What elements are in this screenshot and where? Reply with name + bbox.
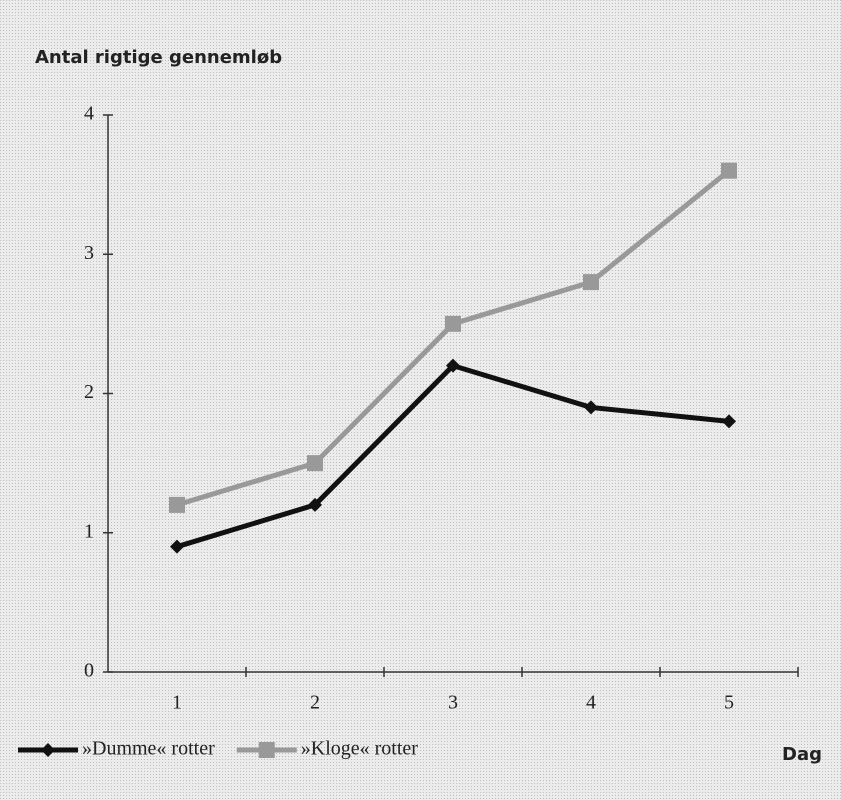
marker — [308, 497, 322, 512]
marker — [169, 496, 185, 513]
legend-label: »Dumme« rotter — [82, 738, 215, 760]
marker — [583, 274, 599, 291]
y-tick-label: 0 — [84, 660, 94, 682]
legend-label: »Kloge« rotter — [301, 738, 419, 760]
legend-marker — [41, 743, 55, 757]
x-tick-label: 1 — [172, 692, 182, 714]
legend-marker — [258, 742, 275, 758]
marker — [722, 414, 736, 429]
marker — [446, 358, 460, 373]
x-axis-label: Dag — [782, 744, 822, 765]
y-tick-label: 3 — [84, 242, 94, 264]
y-tick-label: 2 — [84, 381, 94, 403]
chart-title: Antal rigtige gennemløb — [35, 47, 282, 68]
marker — [307, 455, 323, 472]
marker — [721, 162, 737, 179]
x-tick-label: 5 — [724, 692, 734, 714]
marker — [445, 315, 461, 332]
x-tick-label: 2 — [310, 692, 320, 714]
x-tick-label: 3 — [448, 692, 458, 714]
y-tick-label: 4 — [84, 103, 94, 125]
marker — [170, 539, 184, 554]
x-tick-label: 4 — [586, 692, 596, 714]
marker — [584, 400, 598, 415]
y-tick-label: 1 — [84, 520, 94, 542]
